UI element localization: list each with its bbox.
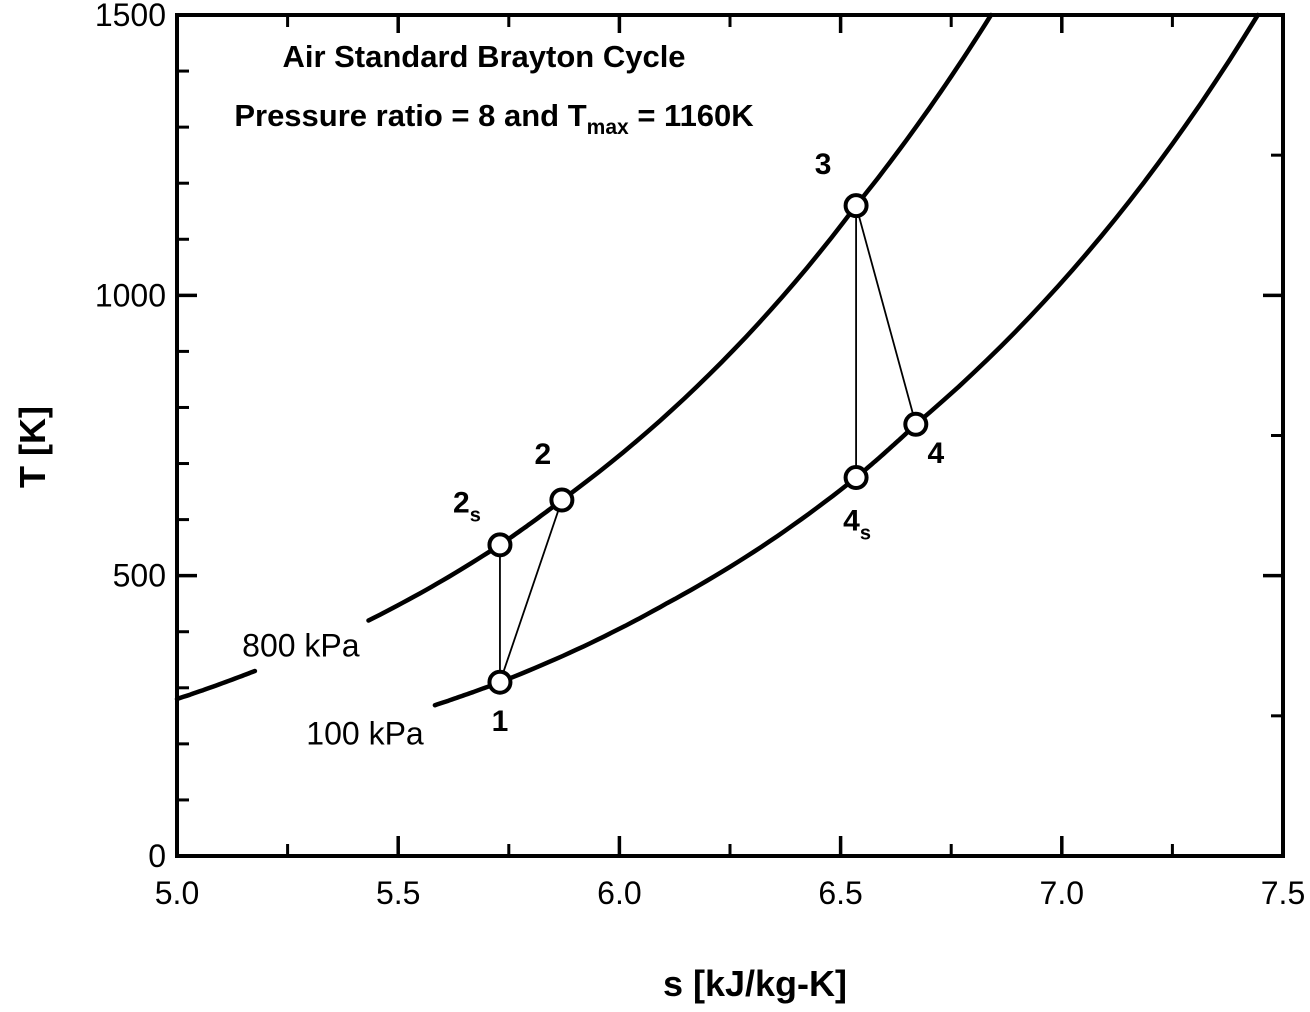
process-line-1-2 — [499, 499, 563, 683]
state-label-text: 4 — [843, 504, 860, 538]
x-tick-label: 6.0 — [597, 875, 641, 911]
state-marker-3 — [843, 193, 869, 219]
state-label-text: 2 — [453, 486, 470, 520]
chart-subtitle: Pressure ratio = 8 and Tmax = 1160K — [234, 98, 753, 140]
y-tick-label: 500 — [113, 558, 166, 594]
state-marker-4s — [843, 465, 869, 491]
state-label-4: 4 — [927, 437, 944, 471]
state-marker-1 — [487, 669, 513, 695]
x-tick-label: 6.5 — [818, 875, 862, 911]
chart-subtitle-prefix: Pressure ratio = 8 and T — [234, 97, 587, 133]
y-tick-label: 1000 — [95, 277, 166, 313]
y-tick-label: 1500 — [95, 0, 166, 33]
state-label-text: 4 — [927, 437, 945, 471]
state-label-text: 1 — [491, 705, 509, 739]
isobar-label-800kpa: 800 kPa — [242, 627, 360, 664]
process-line-3-4 — [855, 205, 917, 425]
state-label-4s: 4s — [843, 504, 871, 545]
state-label-subscript: s — [859, 522, 871, 545]
x-tick-label: 7.5 — [1261, 875, 1305, 911]
x-axis-label: s [kJ/kg-K] — [662, 963, 848, 1004]
x-tick-label: 7.0 — [1040, 875, 1084, 911]
state-marker-2 — [549, 487, 575, 513]
state-label-2s: 2s — [453, 486, 481, 527]
chart-title: Air Standard Brayton Cycle — [282, 39, 686, 74]
state-label-text: 2 — [534, 437, 552, 471]
state-label-subscript: s — [469, 504, 481, 527]
x-tick-label: 5.0 — [155, 875, 199, 911]
x-tick-label: 5.5 — [376, 875, 420, 911]
isobar-label-100kpa: 100 kPa — [306, 715, 424, 752]
state-label-1: 1 — [492, 705, 509, 739]
state-label-2: 2 — [535, 438, 552, 472]
y-tick-label: 0 — [148, 838, 166, 874]
chart-subtitle-subscript: max — [586, 116, 629, 140]
state-marker-4 — [903, 411, 929, 437]
state-marker-2s — [487, 532, 513, 558]
state-label-text: 3 — [814, 147, 832, 181]
chart-subtitle-suffix: = 1160K — [628, 97, 754, 133]
y-axis-label: T [K] — [12, 406, 53, 488]
state-label-3: 3 — [815, 148, 832, 182]
